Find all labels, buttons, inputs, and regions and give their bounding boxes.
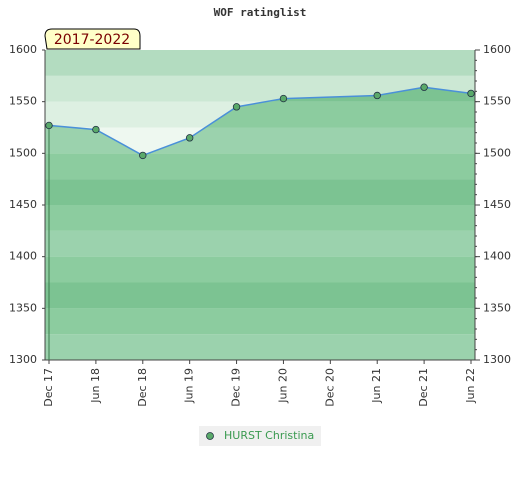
x-tick-label: Dec 21 — [417, 368, 430, 407]
chart-title: WOF ratinglist — [214, 6, 307, 19]
y2-tick-label: 1500 — [483, 146, 511, 159]
y-tick-label: 1350 — [9, 301, 37, 314]
point — [92, 125, 100, 134]
x-tick-label: Dec 18 — [136, 368, 149, 407]
x-tick-label: Jun 21 — [370, 368, 383, 404]
point — [232, 103, 241, 111]
y2-tick-label: 1350 — [483, 301, 511, 314]
legend-box — [199, 426, 321, 446]
badge-text: 2017-2022 — [54, 32, 130, 48]
point — [185, 134, 194, 142]
badge-box — [44, 28, 141, 50]
x-tick-label: Dec 19 — [230, 368, 243, 407]
x-tick-label: Jun 22 — [464, 368, 477, 404]
x-tick-label: Dec 17 — [42, 368, 55, 407]
y2-tick-label: 1300 — [483, 353, 511, 366]
band — [45, 256, 475, 283]
x-tick-label: Jun 18 — [89, 368, 102, 404]
x-tick-label: Dec 20 — [323, 368, 336, 407]
band — [45, 179, 475, 205]
point — [420, 83, 428, 91]
y-tick-label: 1550 — [9, 95, 37, 108]
badge: 2017-2022 — [44, 28, 141, 50]
y-tick-label: 1600 — [9, 43, 37, 56]
legend-marker — [206, 432, 214, 440]
y2-tick-label: 1550 — [483, 95, 511, 108]
y2-tick-label: 1450 — [483, 198, 511, 211]
point — [279, 94, 288, 103]
plot: 1300 1350 1400 1450 1500 1550 1600 1300 1350 1400… — [9, 43, 511, 407]
x-tick-label: Jun 20 — [276, 368, 289, 404]
band — [45, 50, 475, 76]
legend-label: HURST Christina — [224, 429, 314, 442]
point — [45, 121, 53, 130]
y2-tick-label: 1400 — [483, 250, 511, 263]
y-tick-label: 1500 — [9, 146, 37, 159]
point — [373, 91, 381, 100]
y2-tick-label: 1600 — [483, 43, 511, 56]
y-tick-label: 1300 — [9, 353, 37, 366]
point — [139, 151, 147, 160]
point — [467, 89, 475, 98]
y-tick-label: 1400 — [9, 250, 37, 263]
x-tick-label: Jun 19 — [183, 368, 196, 404]
band — [45, 230, 475, 257]
y-tick-label: 1450 — [9, 198, 37, 211]
band — [45, 334, 475, 360]
band — [45, 282, 475, 309]
band — [45, 205, 475, 231]
band — [45, 308, 475, 335]
band — [45, 153, 475, 180]
